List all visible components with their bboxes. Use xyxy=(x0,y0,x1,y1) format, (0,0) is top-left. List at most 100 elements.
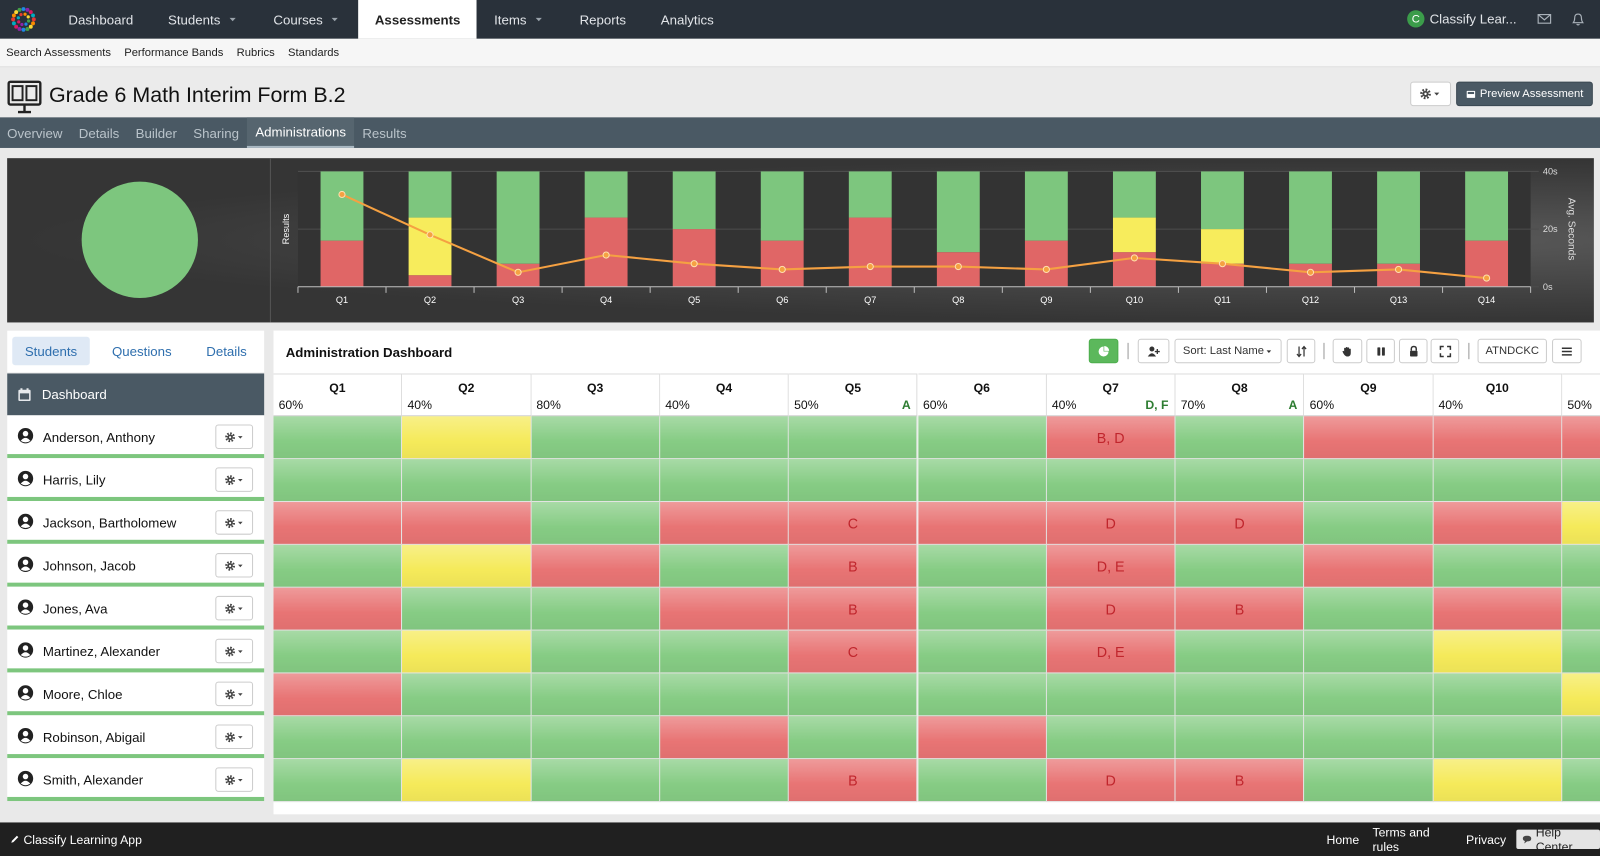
response-cell[interactable] xyxy=(1433,416,1563,460)
response-cell[interactable] xyxy=(402,630,532,674)
student-settings[interactable] xyxy=(215,638,254,664)
response-cell[interactable] xyxy=(1304,502,1434,545)
help-center-button[interactable]: Help Center xyxy=(1516,825,1600,854)
column-header[interactable]: Q10 40% xyxy=(1433,373,1563,417)
column-header[interactable]: Q5 50% A xyxy=(788,373,918,417)
response-cell[interactable] xyxy=(1562,459,1600,503)
raise-hand[interactable] xyxy=(1332,338,1363,364)
response-cell[interactable] xyxy=(1175,716,1305,760)
response-cell[interactable] xyxy=(402,502,532,545)
response-cell[interactable] xyxy=(1433,673,1563,717)
response-cell[interactable] xyxy=(1304,459,1434,503)
tab[interactable]: Overview xyxy=(0,117,71,148)
attendance-button[interactable]: ATNDCKC xyxy=(1477,338,1547,364)
response-cell[interactable] xyxy=(1433,502,1563,545)
response-cell[interactable] xyxy=(1562,673,1600,717)
subnav-link[interactable]: Rubrics xyxy=(236,46,275,59)
response-cell[interactable] xyxy=(531,759,661,803)
response-cell[interactable] xyxy=(917,759,1047,803)
response-cell[interactable] xyxy=(1175,416,1305,460)
column-header[interactable]: Q3 80% xyxy=(531,373,661,417)
response-cell[interactable]: B xyxy=(1175,759,1305,803)
response-cell[interactable] xyxy=(1562,502,1600,545)
response-cell[interactable] xyxy=(917,544,1047,588)
response-cell[interactable] xyxy=(660,716,789,760)
student-row[interactable]: Johnson, Jacob xyxy=(7,543,265,587)
response-cell[interactable] xyxy=(1304,759,1434,803)
response-cell[interactable] xyxy=(273,416,403,460)
column-header[interactable]: Q1 60% xyxy=(273,373,403,417)
response-cell[interactable] xyxy=(402,459,532,503)
response-cell[interactable] xyxy=(273,759,403,803)
nav-item[interactable]: Assessments xyxy=(358,0,477,39)
subnav-link[interactable]: Performance Bands xyxy=(124,46,224,59)
response-cell[interactable] xyxy=(1433,716,1563,760)
response-cell[interactable]: D xyxy=(1046,759,1176,803)
response-cell[interactable] xyxy=(660,673,789,717)
student-settings[interactable] xyxy=(215,681,254,707)
menu[interactable] xyxy=(1552,338,1582,364)
response-cell[interactable] xyxy=(1304,587,1434,631)
response-cell[interactable] xyxy=(660,416,789,460)
response-cell[interactable]: B xyxy=(788,759,918,803)
student-settings[interactable] xyxy=(215,767,254,792)
response-cell[interactable] xyxy=(660,759,789,803)
footer-link[interactable]: Home xyxy=(1326,832,1360,847)
response-cell[interactable] xyxy=(1175,544,1305,588)
response-cell[interactable] xyxy=(1304,716,1434,760)
nav-item[interactable]: Analytics xyxy=(643,0,731,39)
response-cell[interactable] xyxy=(917,416,1047,460)
response-cell[interactable]: D, E xyxy=(1046,630,1176,674)
response-cell[interactable] xyxy=(273,544,403,588)
response-cell[interactable] xyxy=(1562,416,1600,460)
response-cell[interactable] xyxy=(273,630,403,674)
footer-link[interactable]: Privacy xyxy=(1466,832,1507,847)
nav-item[interactable]: Items xyxy=(477,0,563,39)
column-header[interactable]: Q7 40% D, F xyxy=(1046,373,1176,417)
student-row[interactable]: Robinson, Abigail xyxy=(7,715,265,759)
pause[interactable] xyxy=(1366,338,1395,364)
response-cell[interactable] xyxy=(273,673,403,717)
response-cell[interactable]: D xyxy=(1046,587,1176,631)
response-cell[interactable] xyxy=(1562,716,1600,760)
response-cell[interactable]: D, E xyxy=(1046,544,1176,588)
response-cell[interactable] xyxy=(531,630,661,674)
student-row[interactable]: Anderson, Anthony xyxy=(7,415,265,459)
tab[interactable]: Results xyxy=(354,117,415,148)
column-header[interactable]: Q9 60% xyxy=(1304,373,1434,417)
student-row[interactable]: Smith, Alexander xyxy=(7,758,265,802)
response-cell[interactable] xyxy=(788,673,918,717)
add-student[interactable] xyxy=(1137,338,1170,364)
tab[interactable]: Details xyxy=(71,117,128,148)
subnav-link[interactable]: Standards xyxy=(287,46,340,59)
response-cell[interactable]: D xyxy=(1046,502,1176,545)
student-row[interactable]: Jackson, Bartholomew xyxy=(7,501,265,544)
response-cell[interactable] xyxy=(531,716,661,760)
student-settings[interactable] xyxy=(215,595,254,621)
response-cell[interactable] xyxy=(273,459,403,503)
response-cell[interactable] xyxy=(1562,587,1600,631)
response-cell[interactable] xyxy=(917,459,1047,503)
student-row[interactable]: Martinez, Alexander xyxy=(7,629,265,673)
response-cell[interactable] xyxy=(402,716,532,760)
response-cell[interactable] xyxy=(402,416,532,460)
response-cell[interactable] xyxy=(660,459,789,503)
lock[interactable] xyxy=(1398,338,1428,364)
account-menu[interactable]: C Classify Lear... xyxy=(1407,10,1517,28)
response-cell[interactable] xyxy=(788,716,918,760)
student-settings[interactable] xyxy=(215,510,254,535)
response-cell[interactable] xyxy=(917,587,1047,631)
response-cell[interactable]: C xyxy=(788,630,918,674)
response-cell[interactable] xyxy=(1304,673,1434,717)
response-cell[interactable] xyxy=(1433,630,1563,674)
response-cell[interactable] xyxy=(1304,544,1434,588)
response-cell[interactable] xyxy=(1562,544,1600,588)
student-settings[interactable] xyxy=(215,553,254,578)
student-settings[interactable] xyxy=(215,424,254,449)
nav-item[interactable]: Students xyxy=(151,0,256,39)
footer-link[interactable]: Terms and rules xyxy=(1372,824,1430,854)
response-cell[interactable] xyxy=(660,502,789,545)
response-cell[interactable] xyxy=(273,587,403,631)
column-header[interactable]: Q4 40% xyxy=(660,373,789,417)
response-cell[interactable] xyxy=(531,502,661,545)
